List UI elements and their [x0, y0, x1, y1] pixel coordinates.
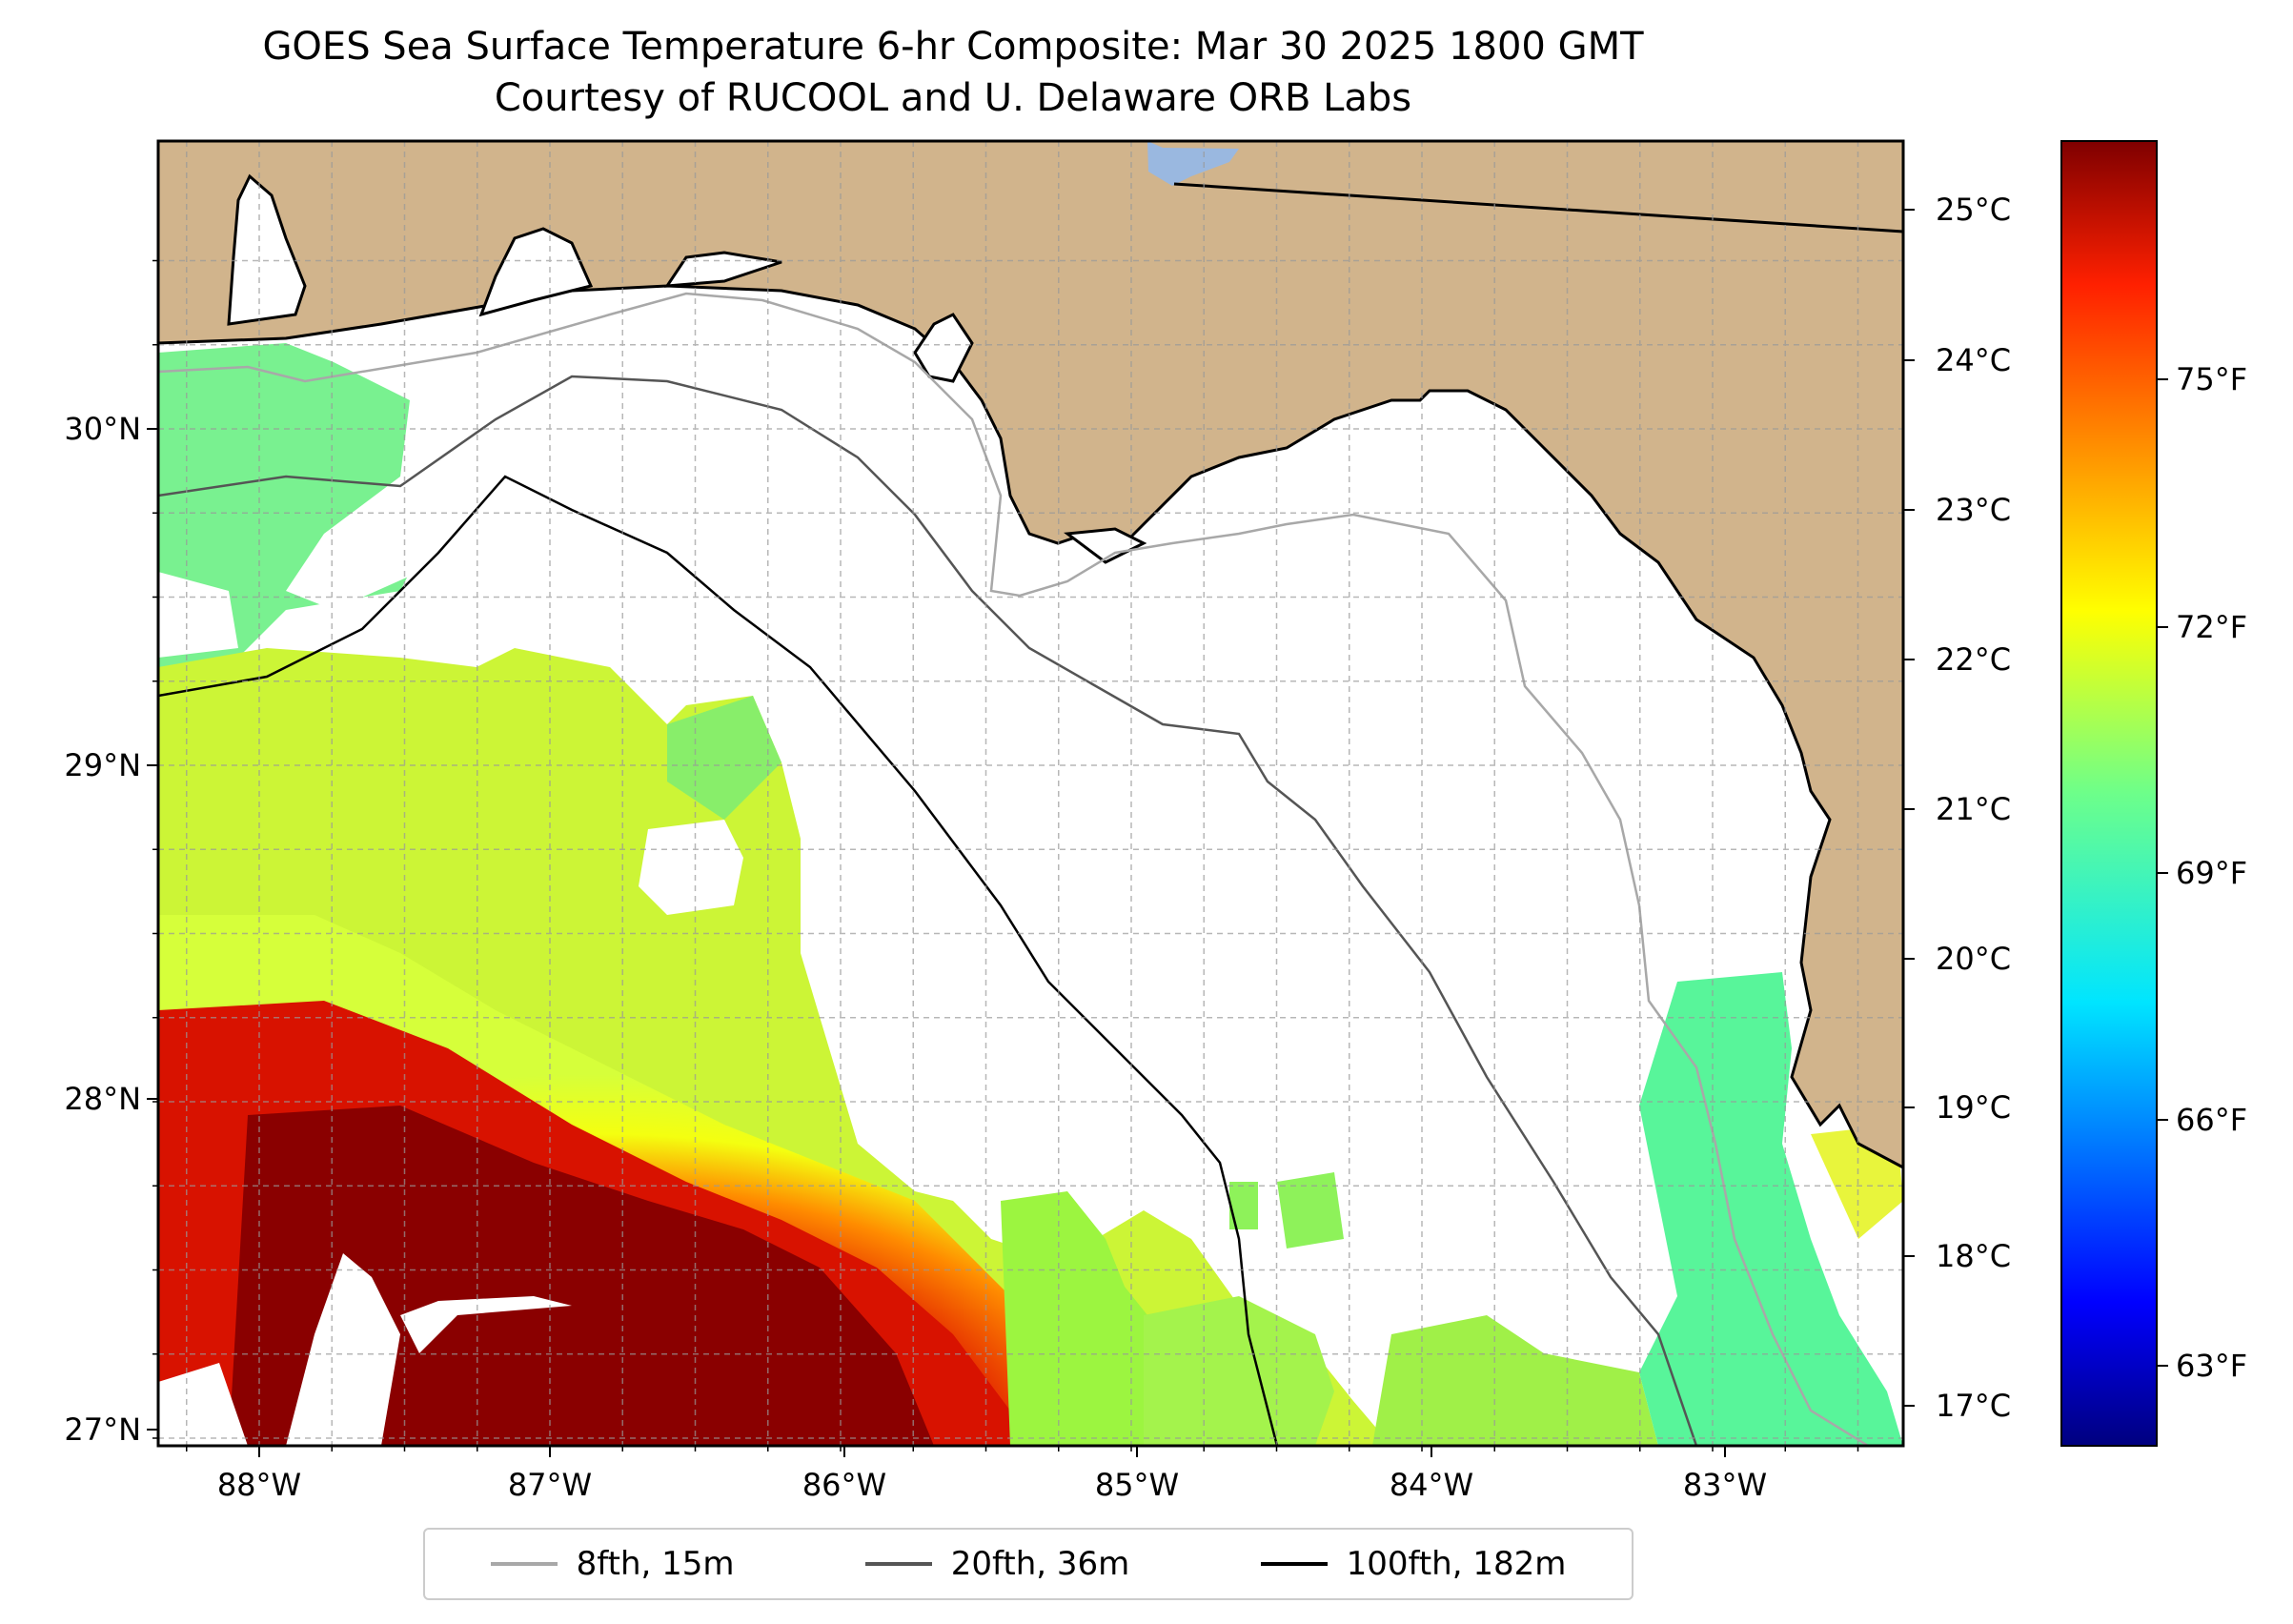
- legend-item-15m: 8fth, 15m: [490, 1545, 735, 1583]
- legend-item-182m: 100fth, 182m: [1260, 1545, 1567, 1583]
- celsius-label: 21°C: [1936, 791, 2011, 827]
- map-axes: 88°W 87°W 86°W 85°W 84°W 83°W 30°N 29°N 28°N 27°N: [64, 259, 1859, 1503]
- fahrenheit-label: 63°F: [2176, 1348, 2247, 1384]
- map-area: [158, 141, 1903, 1446]
- lat-label: 27°N: [64, 1411, 141, 1448]
- celsius-label: 23°C: [1936, 492, 2011, 528]
- lon-label: 84°W: [1390, 1467, 1473, 1503]
- lon-label: 83°W: [1683, 1467, 1767, 1503]
- lon-label: 87°W: [508, 1467, 592, 1503]
- legend-line-36m: [864, 1562, 932, 1566]
- fahrenheit-label: 72°F: [2176, 609, 2247, 645]
- colorbar-scale: [2060, 140, 2158, 1447]
- legend-item-36m: 20fth, 36m: [864, 1545, 1130, 1583]
- lat-label: 28°N: [64, 1081, 141, 1117]
- celsius-label: 20°C: [1936, 941, 2011, 977]
- legend-line-182m: [1260, 1562, 1328, 1566]
- state-border: [1173, 182, 1903, 233]
- lat-label: 29°N: [64, 747, 141, 783]
- celsius-label: 25°C: [1936, 192, 2011, 228]
- celsius-label: 22°C: [1936, 641, 2011, 678]
- lon-label: 88°W: [217, 1467, 301, 1503]
- isobath-36m: [158, 375, 1698, 1446]
- lon-label: 86°W: [802, 1467, 886, 1503]
- gridlines: [158, 141, 1903, 1446]
- celsius-label: 17°C: [1936, 1388, 2011, 1424]
- map-frame: [156, 139, 1905, 1448]
- isobath-182m: [158, 475, 1279, 1446]
- celsius-label: 18°C: [1936, 1238, 2011, 1274]
- fahrenheit-label: 66°F: [2176, 1102, 2247, 1138]
- title-line-1: GOES Sea Surface Temperature 6-hr Compos…: [262, 25, 1644, 69]
- map-title: GOES Sea Surface Temperature 6-hr Compos…: [0, 21, 1906, 124]
- fahrenheit-label: 69°F: [2176, 855, 2247, 891]
- celsius-label: 19°C: [1936, 1089, 2011, 1126]
- isobath-15m: [158, 292, 1869, 1446]
- celsius-label: 24°C: [1936, 342, 2011, 378]
- lake: [1147, 141, 1239, 186]
- isobath-legend: 8fth, 15m 20fth, 36m 100fth, 182m: [423, 1528, 1634, 1600]
- isobaths: [158, 292, 1869, 1446]
- colorbar: 25°C 24°C 23°C 22°C 21°C 20°C 19°C 18°C 17°C 75°F…: [1903, 140, 2247, 1447]
- legend-line-15m: [490, 1562, 558, 1566]
- legend-label-36m: 20fth, 36m: [950, 1545, 1130, 1583]
- lon-label: 85°W: [1095, 1467, 1179, 1503]
- no-data-gaps: [158, 391, 743, 1446]
- colorbar-ticks: 25°C 24°C 23°C 22°C 21°C 20°C 19°C 18°C 17°C 75°F…: [1903, 192, 2247, 1424]
- land-mass: [158, 141, 1903, 1169]
- title-line-2: Courtesy of RUCOOL and U. Delaware ORB L…: [494, 76, 1412, 120]
- legend-label-15m: 8fth, 15m: [576, 1545, 735, 1583]
- lat-label: 30°N: [64, 411, 141, 447]
- legend-label-182m: 100fth, 182m: [1346, 1545, 1567, 1583]
- fahrenheit-label: 75°F: [2176, 361, 2247, 397]
- sst-data: [158, 343, 1903, 1446]
